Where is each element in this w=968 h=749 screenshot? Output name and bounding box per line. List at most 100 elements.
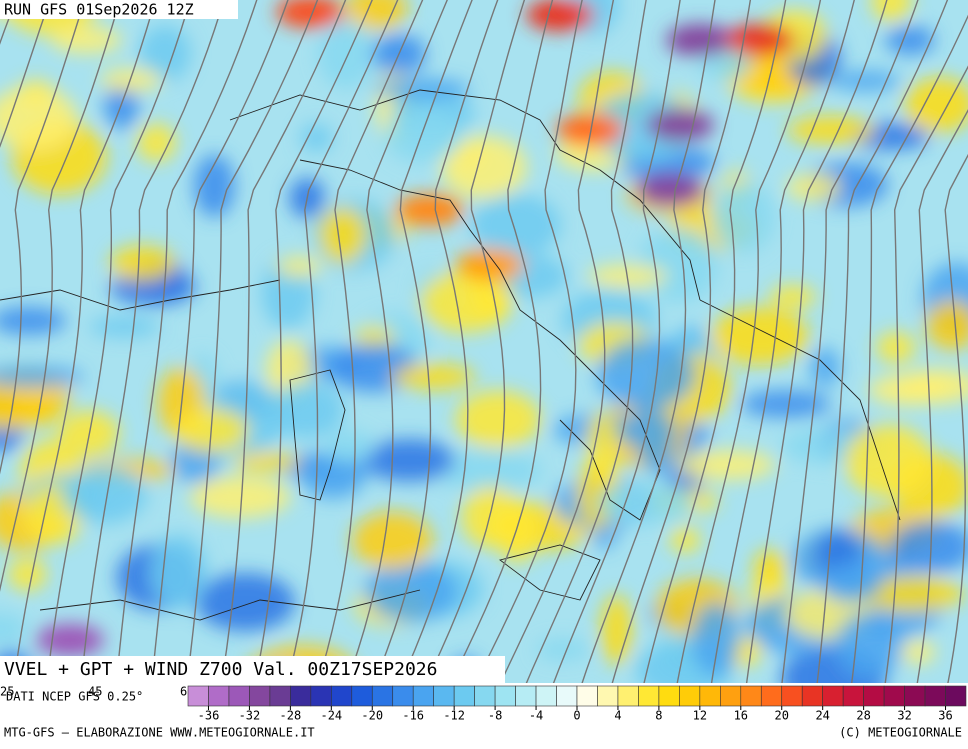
colorbar-swatch bbox=[433, 685, 455, 707]
colorbar-tick-label: -24 bbox=[320, 709, 342, 723]
run-box bbox=[0, 0, 238, 19]
field-blob bbox=[136, 123, 177, 162]
streamlines bbox=[0, 0, 968, 683]
field-blob bbox=[885, 25, 935, 55]
field-blob bbox=[150, 534, 207, 611]
field-blob bbox=[189, 475, 291, 519]
corner-label: 45 bbox=[88, 685, 102, 699]
colorbar-tick-label: 4 bbox=[614, 709, 621, 723]
field-blob bbox=[7, 557, 47, 591]
colorbar-tick-label: -16 bbox=[402, 709, 424, 723]
colorbar-tick-label: 32 bbox=[897, 709, 911, 723]
corner-label: 6 bbox=[180, 685, 187, 699]
field-blob bbox=[363, 439, 456, 482]
colorbar-tick-label: 0 bbox=[573, 709, 580, 723]
field-blob bbox=[526, 0, 594, 31]
field-blob bbox=[857, 576, 964, 612]
colorbar-swatch bbox=[720, 685, 742, 707]
field-blob bbox=[0, 86, 78, 150]
colorbar-swatch bbox=[679, 685, 701, 707]
field-blob bbox=[319, 207, 366, 264]
field-blob bbox=[925, 300, 968, 351]
colorbar-swatch bbox=[187, 685, 209, 707]
field-blob bbox=[535, 638, 591, 661]
footer-left: MTG-GFS – ELABORAZIONE WWW.METEOGIORNALE… bbox=[4, 726, 315, 740]
colorbar-swatch bbox=[228, 685, 250, 707]
field-blob bbox=[556, 114, 624, 146]
field-blob bbox=[769, 284, 817, 309]
field-blob bbox=[740, 390, 831, 418]
colorbar-swatch bbox=[842, 685, 864, 707]
field-blob bbox=[268, 382, 345, 438]
field-blob bbox=[396, 194, 464, 226]
colorbar-swatch bbox=[269, 685, 291, 707]
colorbar-swatch bbox=[494, 685, 516, 707]
field-blob bbox=[193, 154, 236, 218]
streamline bbox=[884, 65, 968, 683]
field-blob bbox=[351, 511, 434, 570]
field-blob bbox=[709, 307, 810, 366]
streamline bbox=[944, 153, 968, 683]
field-blob bbox=[786, 115, 875, 145]
field-blob bbox=[364, 561, 458, 623]
field-blob bbox=[586, 411, 620, 485]
colorbar: -36 -32 -28 -24 -20 -16 -12 -8 -4 0 4 8 12 16 20 24 28 32… bbox=[187, 685, 967, 723]
field-blob bbox=[373, 78, 471, 100]
field-blob bbox=[317, 19, 376, 89]
colorbar-swatch bbox=[371, 685, 394, 707]
field-blob bbox=[726, 24, 794, 56]
streamline bbox=[816, 0, 949, 683]
field-blob bbox=[384, 110, 463, 163]
field-blob bbox=[275, 256, 322, 277]
field-blob bbox=[901, 639, 936, 665]
run-label: RUN GFS 01Sep2026 12Z bbox=[4, 1, 194, 19]
field-blob bbox=[300, 123, 333, 153]
streamline bbox=[474, 0, 583, 683]
colorbar-swatch bbox=[822, 685, 844, 707]
streamline bbox=[0, 0, 51, 148]
streamline bbox=[0, 0, 86, 475]
colorbar-swatch bbox=[515, 685, 537, 707]
field-blob bbox=[636, 174, 704, 206]
field-blob bbox=[57, 410, 120, 456]
colorbar-tick-label: -12 bbox=[443, 709, 465, 723]
streamline bbox=[400, 0, 499, 683]
colorbar-swatch bbox=[760, 685, 783, 707]
colorbar-swatch bbox=[617, 685, 639, 707]
colorbar-swatch bbox=[801, 685, 823, 707]
streamline bbox=[552, 0, 681, 683]
field-blob bbox=[786, 173, 841, 201]
streamline bbox=[710, 0, 855, 683]
colorbar-swatch bbox=[474, 685, 496, 707]
field-blob bbox=[669, 526, 701, 554]
field-blob bbox=[904, 77, 968, 133]
colorbar-swatch bbox=[638, 685, 660, 707]
field-blob bbox=[89, 316, 160, 338]
streamline bbox=[220, 0, 347, 683]
colorbar-swatch bbox=[658, 685, 680, 707]
colorbar-tick-label: 20 bbox=[775, 709, 789, 723]
field-blob bbox=[876, 331, 916, 364]
field-blob bbox=[596, 481, 694, 525]
field-blob bbox=[419, 270, 512, 333]
colorbar-swatch bbox=[331, 685, 353, 707]
colorbar-tick-label: -20 bbox=[361, 709, 383, 723]
field-blob bbox=[835, 612, 903, 679]
field-blob bbox=[50, 26, 122, 54]
field-blob bbox=[36, 624, 104, 656]
colorbar-swatch bbox=[597, 685, 619, 707]
field-blob bbox=[646, 109, 714, 141]
colorbar-tick-label: 16 bbox=[734, 709, 748, 723]
streamline bbox=[916, 109, 968, 683]
field-blob bbox=[455, 390, 541, 449]
streamline bbox=[611, 0, 752, 683]
title-box bbox=[0, 656, 505, 683]
colorbar-swatch bbox=[453, 685, 475, 707]
streamline bbox=[745, 0, 888, 683]
corner-label: 25 bbox=[0, 685, 14, 699]
field-blob bbox=[232, 451, 300, 472]
map-title: VVEL + GPT + WIND Z700 Val. 00Z17SEP2026 bbox=[4, 659, 437, 680]
field-blob bbox=[495, 497, 540, 564]
field-blob bbox=[831, 70, 901, 91]
map: RUN GFS 01Sep2026 12Z VVEL + GPT + WIND … bbox=[0, 0, 968, 683]
